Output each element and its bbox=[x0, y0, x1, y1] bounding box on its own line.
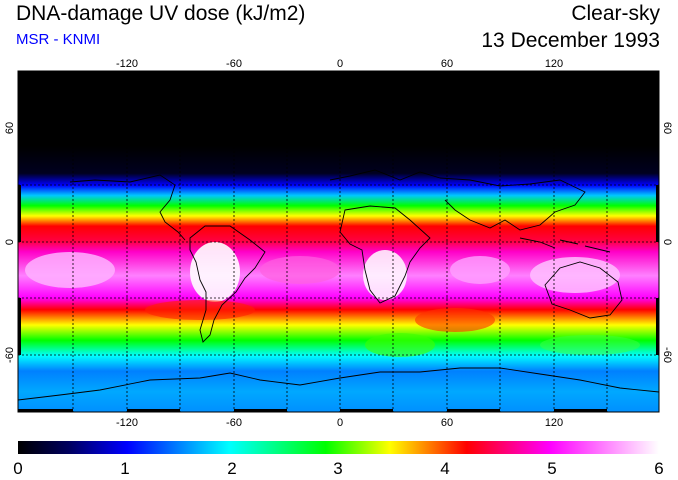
top-lon-tick-label: 0 bbox=[337, 58, 343, 70]
coastline-south-america bbox=[189, 225, 266, 343]
frame-tick bbox=[18, 71, 21, 128]
top-lon-tick-label: -60 bbox=[226, 58, 242, 70]
frame-tick bbox=[656, 71, 659, 128]
bottom-lon-tick-label: 60 bbox=[441, 417, 453, 429]
frame-tick bbox=[234, 71, 287, 74]
frame-tick bbox=[554, 409, 607, 412]
bottom-lon-tick-label: -60 bbox=[226, 417, 242, 429]
high-dose-patch bbox=[190, 242, 240, 302]
field-detail bbox=[25, 242, 640, 357]
high-dose-patch bbox=[363, 250, 407, 300]
colorbar-label: 1 bbox=[120, 459, 129, 478]
frame-tick bbox=[340, 409, 393, 412]
frame-tick bbox=[127, 71, 180, 74]
bottom-lon-tick-label: 120 bbox=[545, 417, 563, 429]
frame-tick bbox=[340, 71, 393, 74]
colorbar-label: 4 bbox=[440, 459, 449, 478]
frame-tick bbox=[127, 409, 180, 412]
right-lat-tick-label: -60 bbox=[661, 347, 673, 363]
colorbar-label: 3 bbox=[333, 459, 342, 478]
colorbar bbox=[18, 441, 659, 454]
colorbar-label: 5 bbox=[547, 459, 556, 478]
high-dose-patch bbox=[530, 257, 620, 293]
sky-condition-label: Clear-sky bbox=[571, 2, 660, 25]
left-lat-tick-label: -60 bbox=[4, 347, 16, 363]
source-label: MSR - KNMI bbox=[16, 31, 101, 48]
coastline-north-america bbox=[69, 174, 186, 241]
top-lon-tick-label: 60 bbox=[441, 58, 453, 70]
left-lat-tick-label: 60 bbox=[4, 122, 16, 134]
frame-tick bbox=[18, 409, 73, 412]
coastlines bbox=[18, 169, 659, 401]
bottom-lon-tick-label: -120 bbox=[116, 417, 138, 429]
frame-tick bbox=[554, 71, 607, 74]
frame-tick bbox=[447, 71, 500, 74]
map-title: DNA-damage UV dose (kJ/m2) bbox=[16, 2, 306, 25]
high-dose-patch bbox=[450, 256, 510, 284]
frame-tick bbox=[18, 185, 21, 242]
high-dose-patch bbox=[260, 256, 340, 284]
date-label: 13 December 1993 bbox=[481, 29, 660, 52]
coastline-antarctica bbox=[18, 367, 659, 401]
frame-tick bbox=[18, 71, 73, 74]
frame-ticks bbox=[18, 71, 659, 412]
uv-dose-field bbox=[18, 71, 659, 412]
coastline-europe bbox=[329, 169, 441, 181]
right-lat-tick-label: 0 bbox=[661, 239, 673, 245]
top-lon-tick-label: 120 bbox=[545, 58, 563, 70]
right-lat-tick-label: 60 bbox=[661, 122, 673, 134]
left-lat-tick-label: 0 bbox=[4, 239, 16, 245]
top-lon-tick-label: -120 bbox=[116, 58, 138, 70]
coastline-australia bbox=[544, 261, 623, 319]
frame-tick bbox=[656, 185, 659, 242]
green-dose-patch bbox=[540, 335, 640, 355]
coastline-africa bbox=[339, 205, 431, 304]
colorbar-label: 2 bbox=[227, 459, 236, 478]
colorbar-label: 6 bbox=[654, 459, 663, 478]
frame-tick bbox=[234, 409, 287, 412]
frame-tick bbox=[18, 298, 21, 355]
frame-tick bbox=[656, 298, 659, 355]
green-dose-patch bbox=[365, 333, 435, 357]
red-dose-patch bbox=[145, 300, 255, 320]
graticule bbox=[18, 71, 659, 412]
frame-tick bbox=[447, 409, 500, 412]
colorbar-label: 0 bbox=[13, 459, 22, 478]
bottom-lon-tick-label: 0 bbox=[337, 417, 343, 429]
red-dose-patch bbox=[415, 308, 495, 332]
high-dose-patch bbox=[25, 252, 115, 288]
